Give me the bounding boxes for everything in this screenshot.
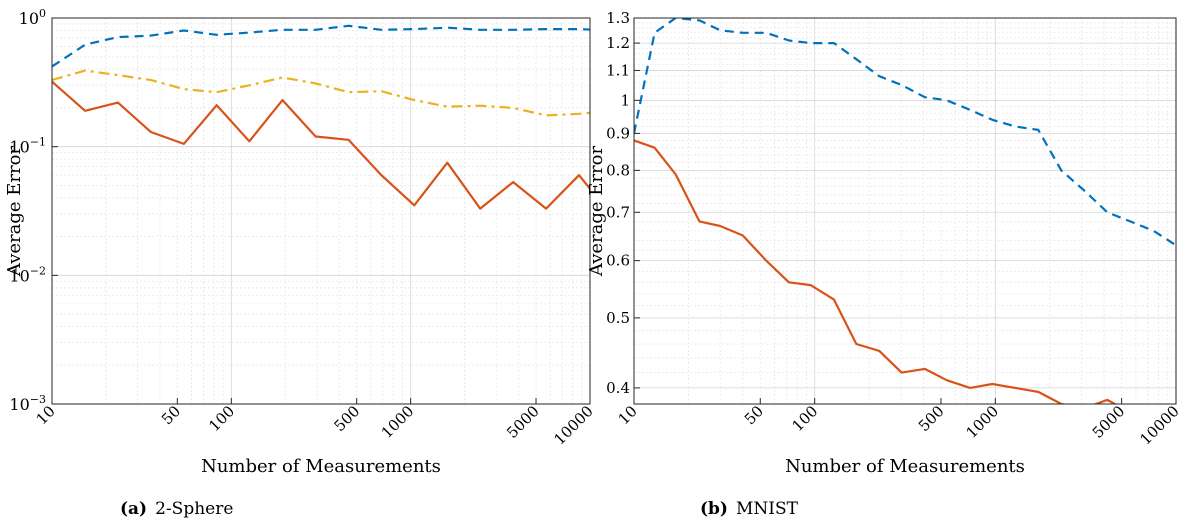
panel-a-x-axis-label: Number of Measurements [201, 456, 441, 477]
caption-a-text: 2-Sphere [155, 499, 234, 519]
caption-b: (b) MNIST [700, 499, 798, 519]
panel-a-x-tick-label: 500 [331, 402, 364, 435]
panel-b-y-tick-label: 0.5 [606, 309, 630, 327]
panel-b-y-tick-label: 0.4 [606, 379, 630, 397]
panel-b-grid [633, 17, 1177, 405]
panel-a-axes-frame [51, 17, 591, 405]
panel-b-y-tick-label: 1.3 [606, 9, 630, 27]
caption-b-tag: (b) [700, 499, 728, 519]
panel-b-y-tick-label: 1.2 [606, 34, 630, 52]
panel-a-x-tick-label: 10 [33, 402, 59, 428]
caption-a: (a) 2-Sphere [120, 499, 233, 519]
panel-a-y-tick-label: 10−1 [9, 136, 46, 157]
panel-b-y-tick-label: 0.6 [606, 252, 630, 270]
panel-b-y-tick-label: 0.9 [606, 124, 630, 142]
panel-b-y-axis-label: Average Error [586, 146, 607, 278]
panel-b-axes-frame [633, 17, 1177, 405]
caption-a-tag: (a) [120, 499, 148, 519]
panel-a-y-tick-label: 100 [19, 7, 46, 28]
panel-a-series-dashdot-line [52, 69, 590, 117]
panel-b-y-tick-label: 0.7 [606, 203, 630, 221]
panel-b-y-tick-label: 1.1 [606, 61, 630, 79]
panel-a-grid [51, 17, 591, 405]
panel-b-x-axis-label: Number of Measurements [785, 456, 1025, 477]
panel-a-y-tick-label: 10−3 [9, 393, 46, 414]
panel-a-series-solid-line [52, 80, 590, 210]
panel-a-x-tick-label: 1000 [378, 402, 418, 442]
panel-a-y-axis-label: Average Error [4, 146, 25, 278]
panel-b-x-tick-label: 500 [915, 402, 948, 435]
panel-a-y-tick-label: 10−2 [9, 264, 46, 285]
panel-a-x-tick-label: 100 [205, 402, 238, 435]
panel-b-x-tick-label: 10000 [1136, 402, 1182, 448]
panel-b-mnist: 10 50 100 500 1000 5000 10000 0.4 0.5 0.6 0.7 0.8 0.… [586, 9, 1183, 477]
panel-b-x-tick-label: 100 [789, 402, 822, 435]
panel-b-x-tick-label: 50 [741, 402, 767, 428]
panel-b-x-tick-label: 1000 [962, 402, 1002, 442]
panel-a-x-tick-label: 5000 [503, 402, 543, 442]
panel-b-series-dashed-line [634, 18, 1176, 247]
panel-b-series-solid-line [634, 139, 1118, 404]
panel-a-x-tick-label: 50 [158, 402, 184, 428]
caption-b-text: MNIST [735, 499, 798, 519]
panel-a-series-group [52, 24, 590, 210]
panel-a-x-tick-label: 10000 [550, 402, 596, 448]
panel-b-y-tick-label: 0.8 [606, 161, 630, 179]
panel-b-y-tick-label: 1 [620, 91, 630, 109]
panel-b-x-tick-label: 10 [615, 402, 641, 428]
panel-a-2-sphere: 10 50 100 500 1000 5000 10000 10−3 10−2 10−1 100 Nu… [4, 7, 597, 477]
panel-b-x-tick-label: 5000 [1089, 402, 1129, 442]
panel-b-series-group [634, 18, 1176, 404]
